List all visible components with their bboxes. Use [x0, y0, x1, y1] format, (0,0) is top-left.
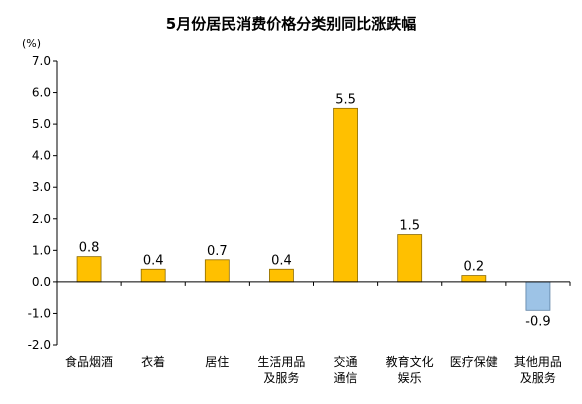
bar [269, 268, 294, 283]
category-label: 食品烟酒 [65, 354, 113, 369]
bar [397, 234, 423, 283]
data-label: 0.4 [143, 253, 164, 268]
data-label: 0.4 [271, 253, 292, 268]
y-tick-label: 0.0 [32, 275, 51, 289]
y-tick-label: 7.0 [32, 54, 51, 68]
chart-title: 5月份居民消费价格分类别同比涨跌幅 [166, 15, 416, 33]
y-tick-label: 1.0 [32, 243, 51, 257]
category-label: 衣着 [141, 354, 165, 369]
y-tick-label: 3.0 [32, 180, 51, 194]
data-label: 0.2 [463, 260, 484, 275]
y-tick-label: -1.0 [28, 306, 51, 320]
y-tick-label: 4.0 [32, 149, 51, 163]
category-label: 交通 [334, 354, 358, 369]
y-tick-label: 6.0 [32, 86, 51, 100]
y-tick-label: 2.0 [32, 212, 51, 226]
category-label: 居住 [205, 355, 229, 369]
bar [333, 107, 358, 283]
bar [140, 268, 166, 283]
bar [525, 281, 551, 311]
category-label: 医疗保健 [450, 355, 498, 369]
data-label: 0.7 [207, 244, 228, 259]
data-label: 0.8 [79, 241, 100, 256]
bar [76, 256, 102, 283]
y-tick-label: -2.0 [28, 338, 51, 352]
unit-label: (%) [22, 37, 41, 50]
category-label: 其他用品 [514, 355, 562, 369]
plot-area: 7.0 6.0 5.0 4.0 3.0 2.0 1.0 0.0 -1.0 -2.0 0.8 0.4 0.… [28, 54, 571, 385]
bar [461, 275, 487, 283]
bar [204, 259, 230, 283]
category-label: 通信 [334, 371, 358, 385]
category-label: 生活用品 [257, 355, 305, 369]
y-tick-label: 5.0 [32, 117, 51, 131]
category-label: 娱乐 [398, 371, 422, 385]
category-label: 及服务 [263, 370, 299, 385]
data-label: 5.5 [335, 92, 356, 107]
category-label: 教育文化 [386, 354, 434, 369]
category-label: 及服务 [520, 370, 556, 385]
data-label: 1.5 [399, 219, 420, 234]
data-label: -0.9 [525, 314, 550, 329]
